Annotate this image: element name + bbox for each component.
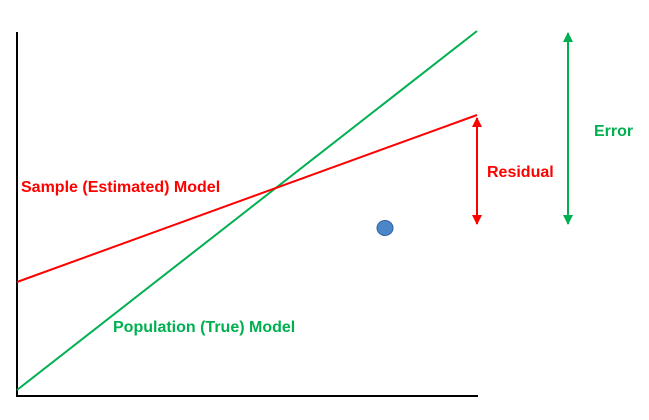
population-model-line (16, 30, 478, 391)
sample-model-line (16, 114, 478, 283)
error-label: Error (594, 123, 633, 140)
residual-label: Residual (487, 164, 554, 181)
data-point (376, 220, 394, 236)
population-model-label: Population (True) Model (113, 319, 295, 336)
sample-model-label: Sample (Estimated) Model (21, 179, 220, 196)
